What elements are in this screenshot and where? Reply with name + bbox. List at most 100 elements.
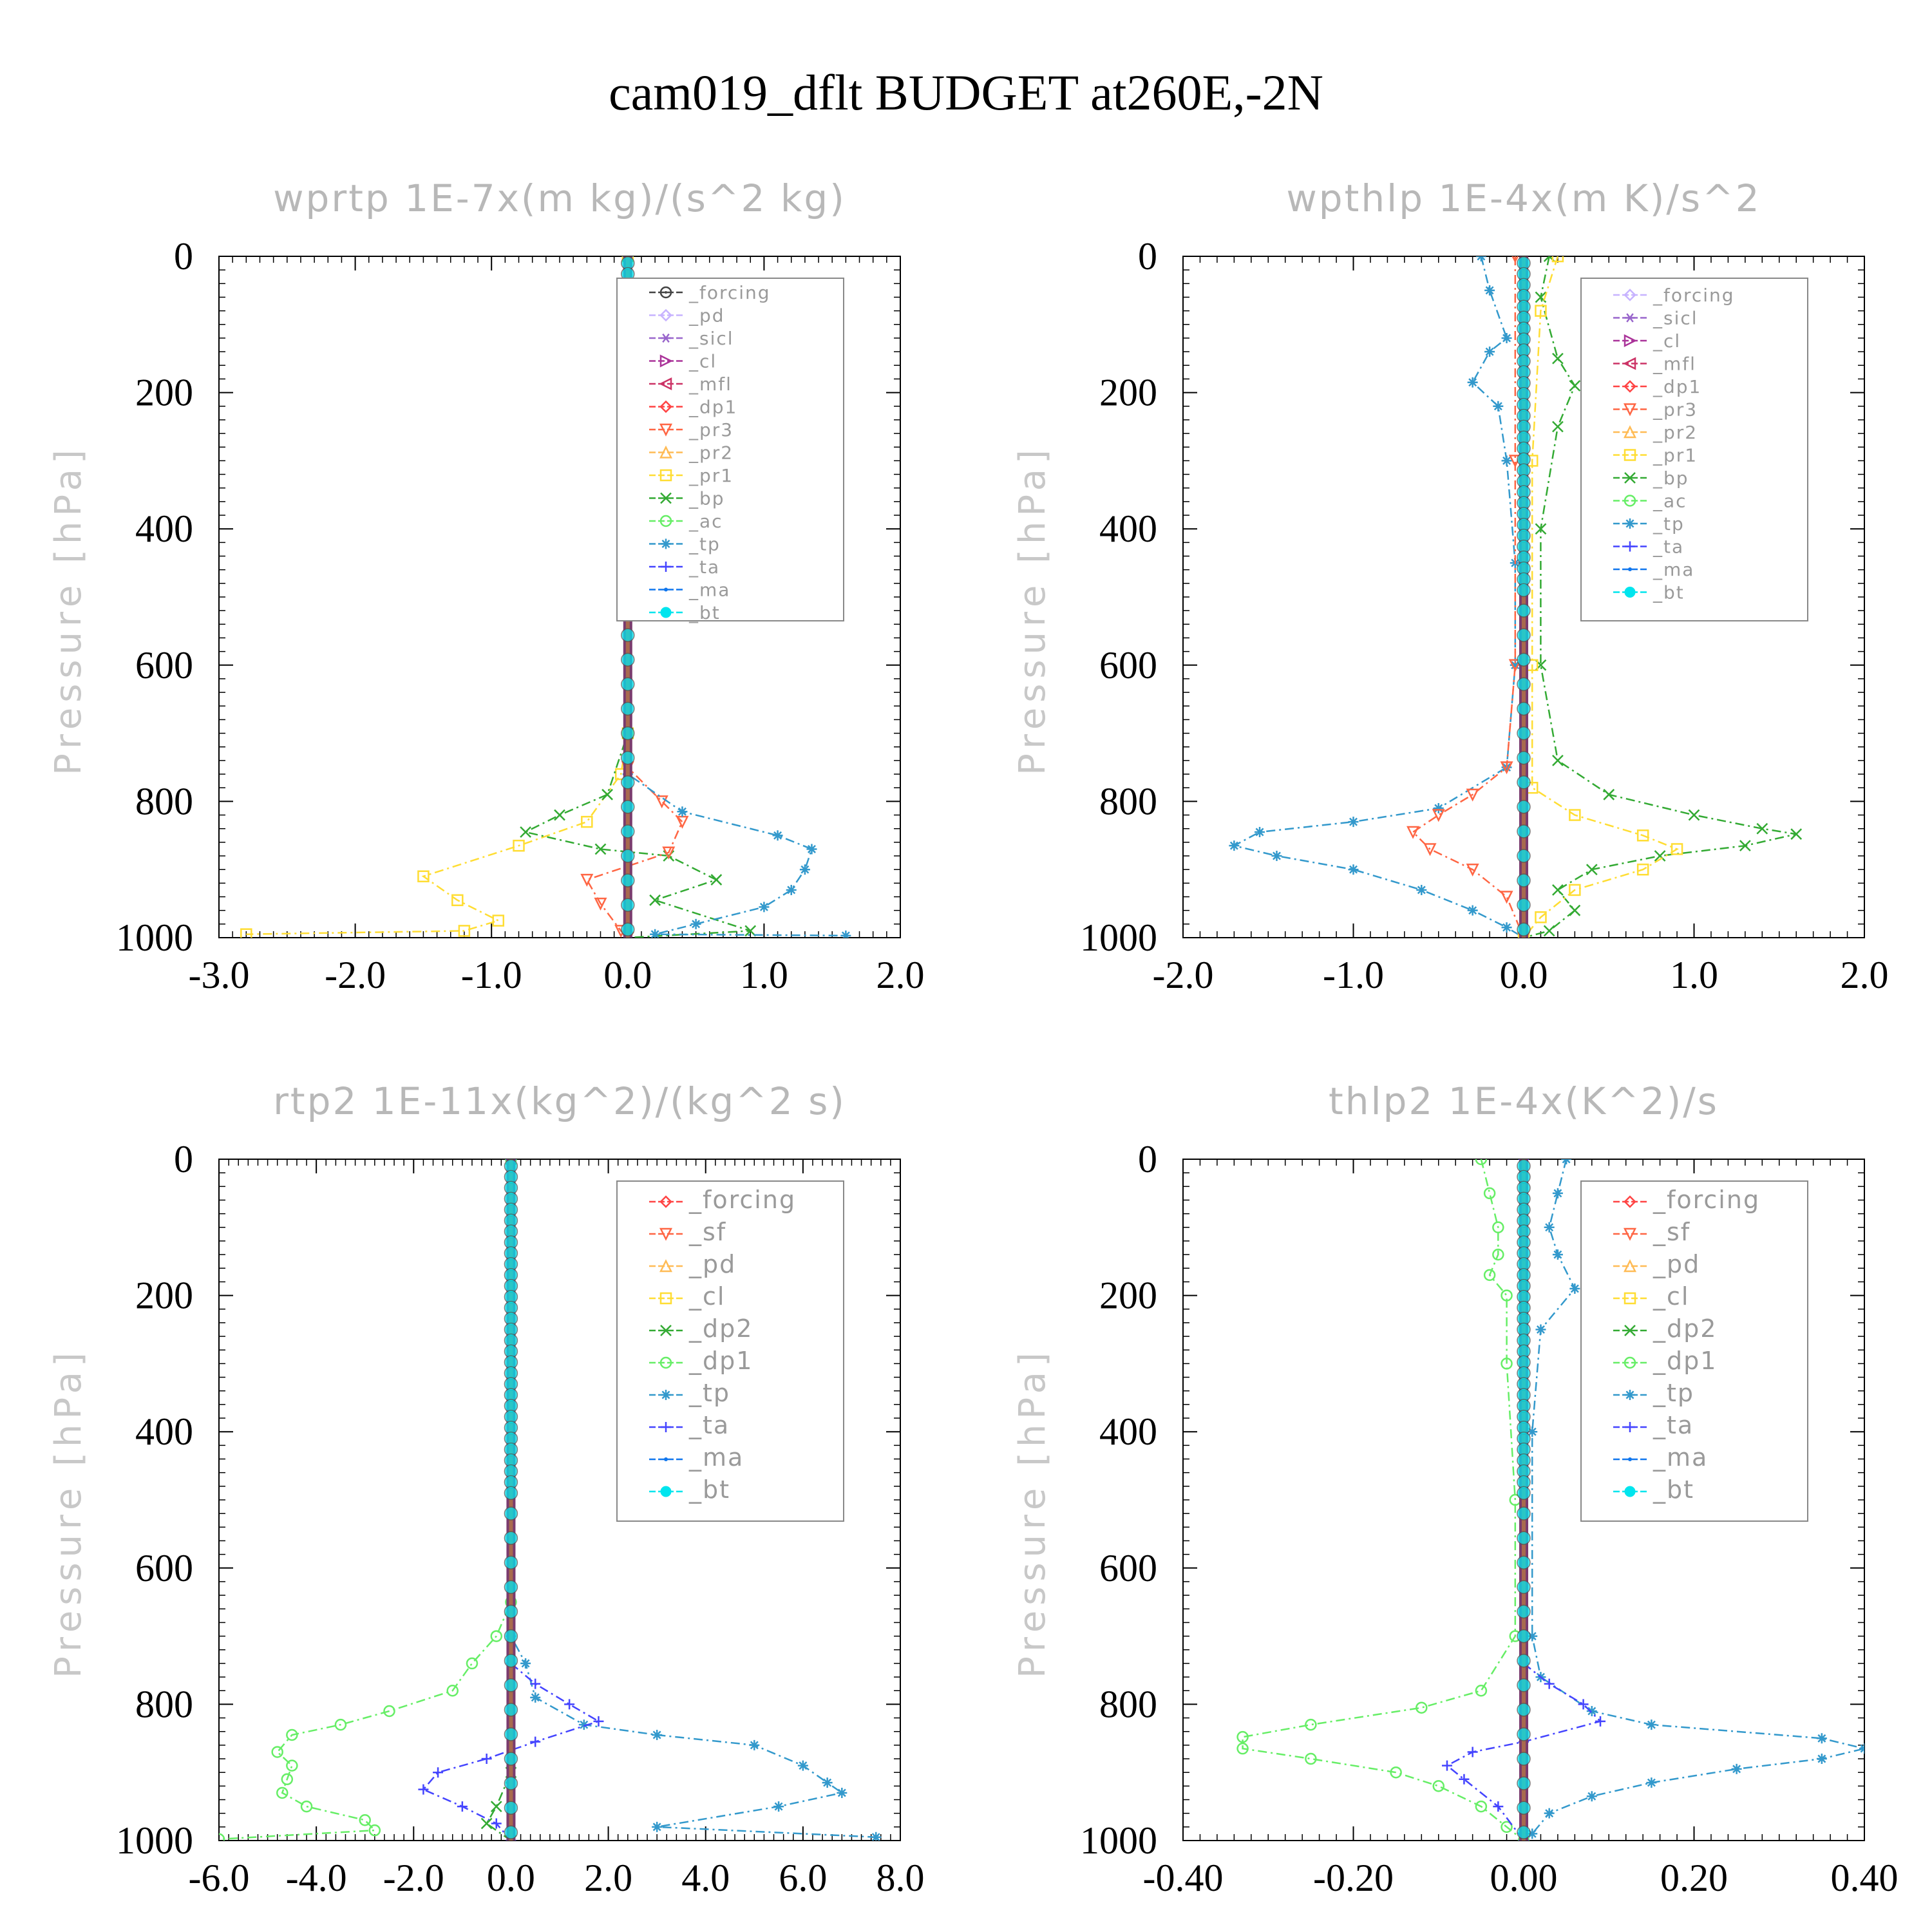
legend-marker — [1624, 449, 1636, 461]
data-point — [1467, 377, 1478, 388]
series-line — [585, 256, 683, 938]
x-tick-label: 0.40 — [1831, 1857, 1899, 1899]
legend-label: _mfl — [1653, 354, 1696, 375]
legend-label: _mfl — [688, 374, 732, 395]
legend-label: _dp1 — [1653, 1347, 1717, 1375]
data-point — [1467, 1747, 1478, 1757]
x-tick-label: 2.0 — [584, 1857, 632, 1899]
data-point — [1517, 1825, 1531, 1840]
data-point — [1527, 1426, 1538, 1437]
legend-label: _pd — [688, 305, 725, 327]
x-tick-label: -2.0 — [1153, 954, 1214, 996]
data-point — [1517, 1555, 1531, 1570]
data-point — [1236, 1730, 1249, 1743]
data-point — [1517, 603, 1531, 618]
legend-entry: _dp2 — [1613, 1314, 1716, 1343]
legend-entry: _forcing — [649, 1186, 795, 1214]
y-tick-label: 800 — [1099, 1683, 1157, 1725]
data-point — [621, 652, 635, 667]
y-tick-label: 200 — [135, 1274, 193, 1317]
series-tp — [506, 1159, 882, 1841]
x-tick-label: -2.0 — [383, 1857, 444, 1899]
series-line — [219, 1159, 512, 1841]
legend-entry: _sf — [649, 1218, 725, 1246]
data-point — [520, 826, 531, 838]
data-point — [513, 839, 525, 852]
legend-marker — [1624, 1195, 1636, 1208]
data-point — [1517, 1629, 1531, 1643]
legend-entry: _bt — [649, 1475, 729, 1504]
plot-area — [1229, 256, 1803, 938]
data-point — [530, 1692, 541, 1703]
y-tick-label: 600 — [1099, 1547, 1157, 1589]
data-point — [1739, 840, 1751, 852]
data-point — [504, 1752, 518, 1766]
legend-entry: _forcing — [1613, 285, 1734, 306]
data-point — [383, 1705, 395, 1718]
data-point — [1483, 1187, 1496, 1200]
series-line — [1523, 1159, 1864, 1841]
data-point — [1466, 863, 1479, 876]
series-bt — [504, 1159, 518, 1841]
legend-box — [616, 1180, 844, 1522]
y-tick-label: 1000 — [1080, 1819, 1157, 1862]
legend-label: _cl — [1653, 330, 1681, 352]
legend-label: _bt — [688, 602, 721, 623]
panel-3: rtp2 1E-11x(kg^2)/(kg^2 s) Pressure [hPa]… — [48, 1079, 925, 1899]
data-point — [1416, 884, 1427, 895]
data-point — [1229, 840, 1240, 851]
data-point — [1484, 346, 1495, 357]
legend-entry: _bt — [649, 602, 721, 623]
data-point — [504, 1506, 518, 1520]
y-tick-label: 400 — [1099, 507, 1157, 550]
data-point — [492, 914, 505, 927]
legend-label: _dp1 — [688, 1347, 753, 1375]
legend-marker — [1624, 1292, 1636, 1305]
data-point — [1517, 898, 1531, 912]
data-point — [1586, 864, 1598, 876]
data-point — [1646, 1777, 1657, 1788]
legend-marker — [1625, 1390, 1635, 1400]
legend-label: _pr2 — [1653, 422, 1698, 443]
legend-marker — [661, 1390, 671, 1400]
data-point — [1535, 911, 1547, 923]
legend-marker — [660, 607, 672, 618]
legend-label: _ma — [1653, 559, 1694, 580]
data-point — [786, 884, 797, 895]
legend-entry: _bt — [1613, 1475, 1693, 1504]
data-point — [1467, 905, 1478, 916]
data-point — [1569, 380, 1581, 392]
y-tick-label: 600 — [135, 1547, 193, 1589]
legend-marker — [659, 1292, 672, 1305]
data-point — [1636, 863, 1649, 876]
data-point — [1517, 652, 1531, 667]
data-point — [621, 922, 635, 937]
data-point — [1501, 1358, 1513, 1370]
legend-label: _ma — [1653, 1443, 1708, 1472]
data-point — [1517, 824, 1531, 838]
data-point — [481, 1754, 492, 1765]
legend-label: _forcing — [688, 282, 771, 303]
data-point — [710, 874, 723, 886]
data-point — [520, 1658, 531, 1669]
data-point — [1578, 1699, 1589, 1710]
data-point — [1569, 904, 1581, 916]
legend-label: _dp2 — [688, 1314, 753, 1343]
legend-entry: _sf — [1613, 1218, 1689, 1246]
data-point — [1348, 817, 1359, 828]
y-tick-label: 200 — [1099, 1274, 1157, 1317]
data-point — [581, 815, 593, 828]
x-tick-label: -1.0 — [1323, 954, 1384, 996]
x-tick-label: -0.20 — [1313, 1857, 1394, 1899]
x-tick-label: 0.0 — [603, 954, 652, 996]
x-tick-label: 0.20 — [1660, 1857, 1728, 1899]
data-point — [1348, 864, 1359, 875]
data-point — [504, 1653, 518, 1668]
legend-marker — [659, 469, 672, 482]
data-point — [650, 929, 661, 938]
data-point — [1271, 851, 1282, 862]
legend-marker — [660, 1486, 672, 1497]
data-point — [837, 1787, 848, 1798]
data-point — [1517, 800, 1531, 814]
